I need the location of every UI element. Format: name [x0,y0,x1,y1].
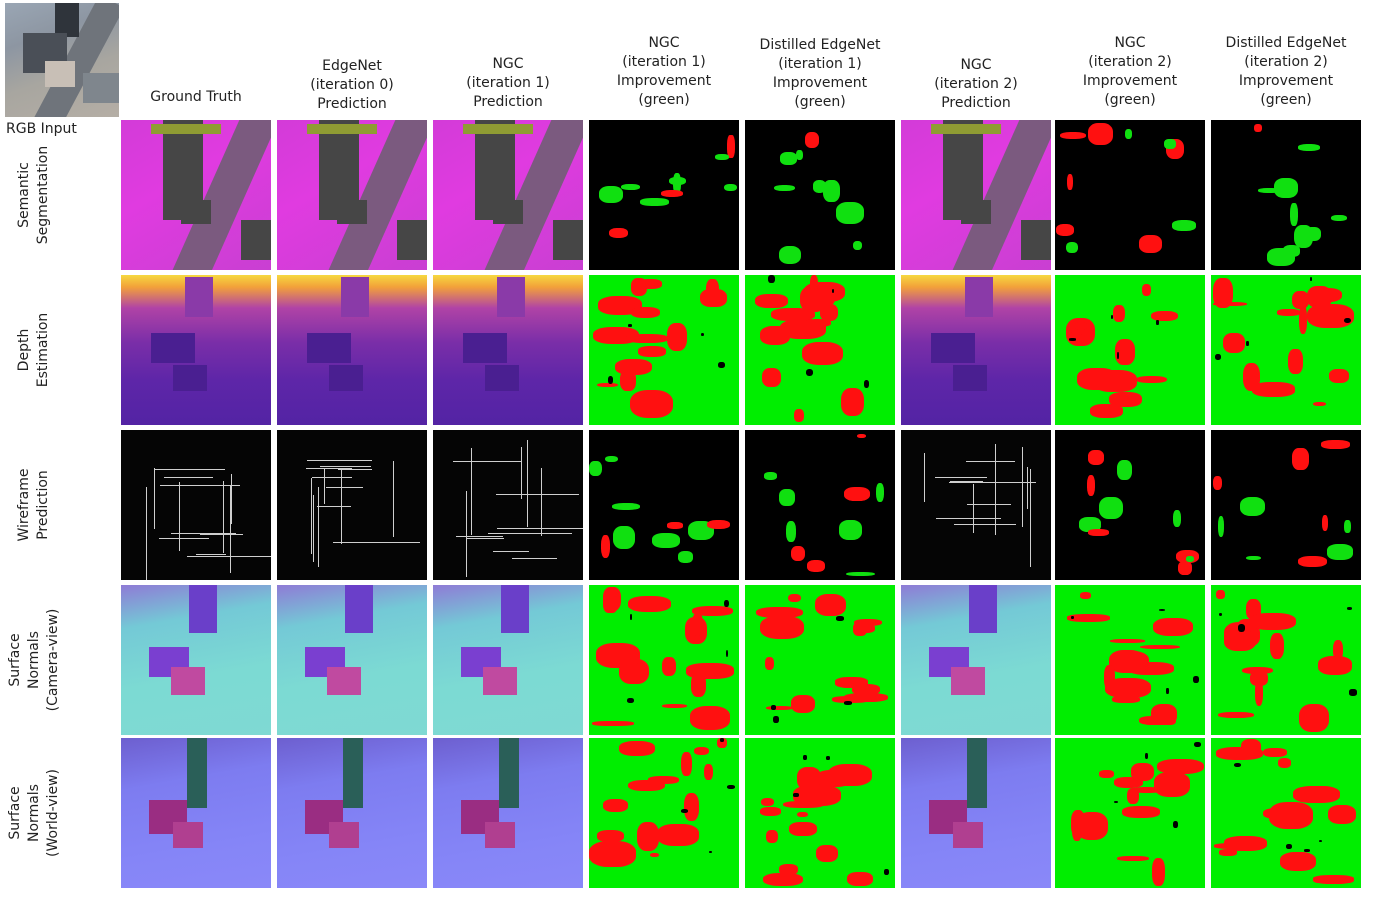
depth-panel-col-6 [1055,275,1205,425]
seg-panel-col-3 [589,120,739,270]
row-label-wireframe-prediction: Wireframe Prediction [16,468,51,542]
ncam-panel-col-3 [589,585,739,735]
seg-panel-col-5 [901,120,1051,270]
nworld-panel-col-3 [589,738,739,888]
wire-panel-col-7 [1211,430,1361,580]
depth-panel-col-3 [589,275,739,425]
wire-panel-col-0 [121,430,271,580]
depth-panel-col-4 [745,275,895,425]
column-header-ngc-iter2-prediction: NGC (iteration 2) Prediction [934,57,1018,111]
column-header-distilled-iter1-improvement: Distilled EdgeNet (iteration 1) Improvemen… [759,37,881,110]
ncam-panel-col-5 [901,585,1051,735]
nworld-panel-col-6 [1055,738,1205,888]
column-header-ground-truth: Ground Truth [150,89,242,105]
column-header-ngc-iter1-improvement: NGC (iteration 1) Improvement (green) [616,35,712,108]
nworld-panel-col-0 [121,738,271,888]
seg-panel-col-1 [277,120,427,270]
column-header-ngc-iter1-prediction: NGC (iteration 1) Prediction [466,56,550,110]
depth-panel-col-2 [433,275,583,425]
nworld-panel-col-7 [1211,738,1361,888]
rgb-input-image [5,3,119,117]
seg-panel-col-2 [433,120,583,270]
ncam-panel-col-6 [1055,585,1205,735]
ncam-panel-col-4 [745,585,895,735]
wire-panel-col-6 [1055,430,1205,580]
row-label-surface-normals-world: Surface Normals (World-view) [6,769,61,857]
column-header-ngc-iter2-improvement: NGC (iteration 2) Improvement (green) [1082,35,1178,108]
nworld-panel-col-4 [745,738,895,888]
seg-panel-col-0 [121,120,271,270]
wire-panel-col-1 [277,430,427,580]
row-label-semantic-segmentation: Semantic Segmentation [16,145,51,245]
seg-panel-col-6 [1055,120,1205,270]
row-label-depth-estimation: Depth Estimation [16,312,51,388]
depth-panel-col-1 [277,275,427,425]
depth-panel-col-7 [1211,275,1361,425]
ncam-panel-col-0 [121,585,271,735]
ncam-panel-col-1 [277,585,427,735]
nworld-panel-col-5 [901,738,1051,888]
column-header-distilled-iter2-improvement: Distilled EdgeNet (iteration 2) Improvemen… [1225,35,1347,108]
row-label-surface-normals-camera: Surface Normals (Camera-view) [6,608,61,712]
wire-panel-col-5 [901,430,1051,580]
ncam-panel-col-7 [1211,585,1361,735]
seg-panel-col-7 [1211,120,1361,270]
wire-panel-col-4 [745,430,895,580]
wire-panel-col-2 [433,430,583,580]
wire-panel-col-3 [589,430,739,580]
nworld-panel-col-2 [433,738,583,888]
ncam-panel-col-2 [433,585,583,735]
rgb-input-label: RGB Input [6,121,77,137]
depth-panel-col-5 [901,275,1051,425]
seg-panel-col-4 [745,120,895,270]
column-header-edgenet-iter0: EdgeNet (iteration 0) Prediction [310,58,394,112]
depth-panel-col-0 [121,275,271,425]
nworld-panel-col-1 [277,738,427,888]
